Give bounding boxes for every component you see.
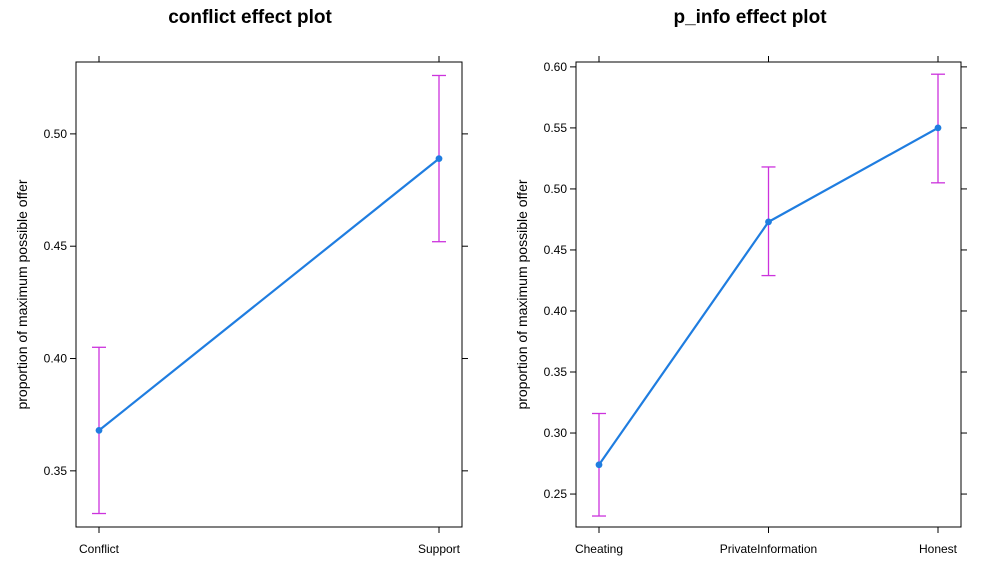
data-point xyxy=(765,218,772,226)
data-point xyxy=(934,124,942,132)
x-tick-label: Cheating xyxy=(575,542,623,556)
y-tick-label: 0.25 xyxy=(544,487,568,501)
chart-title: p_info effect plot xyxy=(673,7,827,28)
y-tick-label: 0.30 xyxy=(544,426,568,440)
x-tick-label: Conflict xyxy=(79,542,120,556)
plot-frame xyxy=(575,61,962,528)
data-point xyxy=(435,155,443,162)
y-axis-label: proportion of maximum possible offer xyxy=(14,179,30,409)
chart-title: conflict effect plot xyxy=(168,7,332,28)
y-tick-label: 0.55 xyxy=(544,121,568,135)
y-tick-label: 0.35 xyxy=(44,464,68,478)
y-tick-label: 0.60 xyxy=(544,60,568,74)
y-tick-label: 0.40 xyxy=(44,352,68,366)
data-point xyxy=(595,461,603,469)
x-tick-label: Honest xyxy=(919,542,958,556)
x-tick-label: PrivateInformation xyxy=(720,542,817,556)
y-tick-label: 0.40 xyxy=(544,304,568,318)
y-tick-label: 0.45 xyxy=(44,239,68,253)
plot-frame xyxy=(75,61,463,528)
y-tick-label: 0.35 xyxy=(544,365,568,379)
data-point xyxy=(95,427,103,434)
y-tick-label: 0.45 xyxy=(544,243,568,257)
series-line xyxy=(98,157,440,432)
y-tick-label: 0.50 xyxy=(544,182,568,196)
y-axis-label: proportion of maximum possible offer xyxy=(514,179,530,409)
y-tick-label: 0.50 xyxy=(44,127,68,141)
x-tick-label: Support xyxy=(418,542,461,556)
